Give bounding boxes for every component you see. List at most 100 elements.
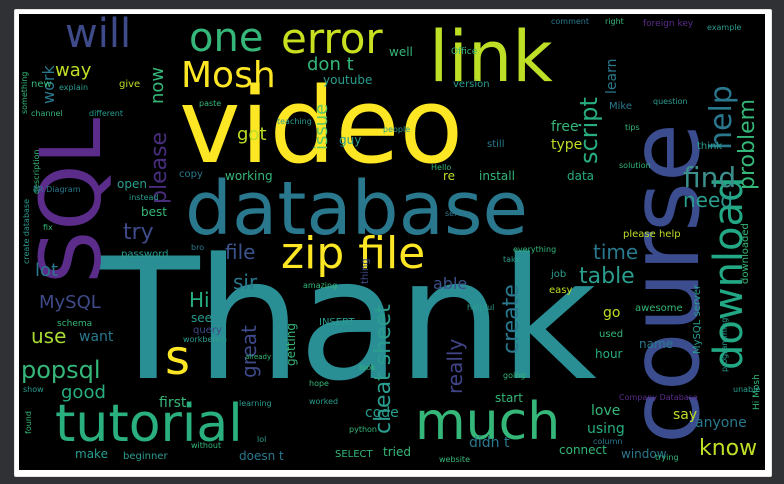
word-will: will [65,14,132,57]
word-really: really [443,338,467,394]
word-zip-file: zip file [281,228,426,279]
word-instead: instead [129,193,159,202]
word-column: column [593,437,623,446]
word-know: know [699,436,758,461]
word-find: find [683,161,737,194]
word-something: something [20,71,29,114]
word-best: best [141,205,167,219]
word-issue: issue [311,103,332,150]
word-see: see [191,311,213,325]
word-working: working [225,169,273,183]
word-learning: learning [239,399,272,408]
word-file: file [225,240,256,264]
word-sir: sir [233,270,258,294]
word-already: already [245,353,272,361]
word-different: different [89,109,123,118]
word-awesome: awesome [635,303,683,314]
word-channel: channel [31,109,63,118]
word-schema: schema [57,319,93,329]
word-install: install [479,169,515,183]
word-youtube: youtube [323,73,373,87]
word-select: SELECT [335,449,373,460]
word-easy: easy [549,285,573,296]
word-popsql: popsql [21,356,101,384]
word-without: without [191,441,222,450]
word-look: look [359,363,376,372]
word-dont: don t [307,54,354,75]
word-love: love [591,403,621,419]
word-paste: paste [199,99,222,108]
word-video: video [179,65,464,187]
word-first: first [159,395,187,411]
word-make: make [75,447,108,461]
word-take: take [503,255,521,264]
word-one: one [189,15,264,61]
word-give: give [119,79,141,90]
word-solution: solution [619,161,651,170]
word-mike: Mike [609,101,632,112]
word-way: way [55,60,92,81]
word-thing: thing [360,258,371,284]
word-try: try [123,220,154,245]
word-link: link [429,16,553,98]
word-great: great [237,325,261,378]
word-office: Office [451,47,478,57]
word-used: used [599,329,624,340]
word-insert: INSERT [319,317,355,328]
word-mosh: Mosh [181,55,276,96]
word-new: new [31,79,52,90]
word-hello: Hello [431,163,452,172]
word-s: s [165,330,191,386]
word-found: found [24,411,33,434]
word-foreign-key: foreign key [643,19,694,29]
word-open: open [117,177,147,191]
word-people: people [383,125,411,134]
word-query: query [193,325,222,336]
word-unable: unable [733,385,761,394]
word-able: able [433,274,468,293]
word-think: think [697,141,723,152]
word-type: type [551,137,583,153]
word-website: website [439,455,470,464]
word-hour: hour [595,347,623,361]
word-question: question [653,97,688,106]
word-amazing: amazing [303,281,338,290]
word-getting: getting [284,323,298,366]
word-name: name [639,337,674,351]
word-everything: everything [513,245,557,254]
word-thank: Thank [97,222,597,418]
word-explain: explain [59,83,89,92]
word-start: start [495,391,523,405]
word-want: want [79,329,114,345]
word-programming: programming [720,317,729,372]
word-teaching: teaching [277,117,312,126]
word-beginner: beginner [123,451,168,462]
word-got: got [237,124,267,145]
word-job: job [551,269,567,280]
word-password: password [121,249,169,260]
word-lol: lol [257,435,267,444]
word-tips: tips [625,123,640,132]
word-python: python [349,425,377,434]
word-er-diagram: ER Diagram [33,185,81,194]
word-free: free [551,119,579,135]
word-hi: Hi [189,288,210,312]
word-learn: learn [604,58,620,94]
word-using: using [587,421,625,437]
word-comment: comment [551,17,590,26]
word-didnt: didn t [469,435,510,451]
word-need: need [683,188,733,212]
word-mysql-server: MySQL server [692,284,703,354]
word-please-help: please help [623,229,681,240]
word-still: still [487,139,505,150]
word-workbench: workbench [183,335,227,344]
word-error: error [281,14,383,63]
word-server: server [445,209,471,218]
word-fix: fix [43,223,53,232]
word-show: show [23,385,44,394]
word-go: go [603,305,621,321]
word-lot: lot [35,260,59,281]
word-cloud-image: Thank video course SQL database link zip… [19,14,765,470]
word-create-database: create database [22,198,31,264]
word-example: example [707,23,742,32]
